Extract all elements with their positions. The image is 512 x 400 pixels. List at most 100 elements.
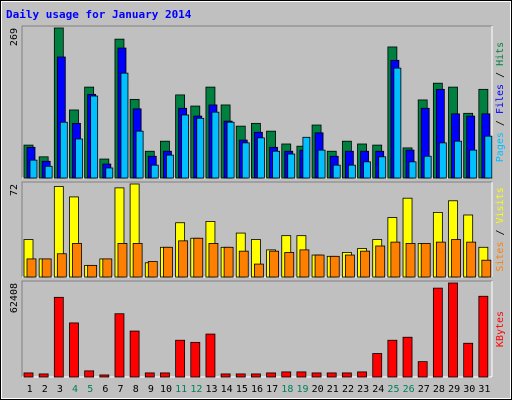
bar: [484, 135, 493, 179]
bar: [393, 67, 402, 179]
x-tick-label: 26: [403, 384, 415, 395]
bar: [223, 246, 234, 278]
bar: [432, 287, 443, 378]
x-tick-label: 21: [327, 384, 339, 395]
bar: [114, 313, 125, 378]
x-tick-label: 16: [251, 384, 263, 395]
bar: [90, 95, 99, 179]
x-tick-label: 4: [72, 384, 78, 395]
legend-entry: KBytes: [495, 311, 506, 347]
x-tick-label: 12: [190, 384, 202, 395]
x-tick-label: 8: [133, 384, 139, 395]
bar: [254, 263, 264, 278]
bar: [287, 153, 296, 179]
x-tick-label: 1: [27, 384, 33, 395]
legend-separator: /: [495, 114, 506, 132]
bar: [29, 159, 38, 179]
x-tick-label: 27: [418, 384, 430, 395]
legend-entry: Visits: [495, 187, 506, 223]
x-tick-label: 13: [205, 384, 217, 395]
x-tick-label: 17: [266, 384, 278, 395]
bar: [117, 243, 128, 278]
bar: [408, 161, 417, 179]
x-tick-label: 30: [463, 384, 475, 395]
bar: [438, 142, 447, 179]
legend-entry: Hits: [495, 42, 506, 66]
bar: [357, 371, 367, 378]
bar: [363, 161, 371, 179]
bar: [281, 371, 292, 378]
y-tick-label: 62408: [9, 283, 20, 313]
bar: [311, 372, 322, 378]
x-tick-label: 14: [221, 384, 233, 395]
x-tick-label: 7: [118, 384, 124, 395]
x-tick-label: 2: [42, 384, 48, 395]
bar: [372, 353, 383, 378]
bar: [344, 254, 355, 278]
x-tick-label: 22: [342, 384, 354, 395]
bar: [272, 150, 280, 179]
bar: [332, 164, 341, 179]
bar: [302, 136, 311, 179]
bar: [38, 373, 49, 378]
bar: [417, 361, 428, 378]
bar: [84, 370, 95, 378]
x-tick-label: 5: [87, 384, 93, 395]
bar: [454, 140, 462, 179]
x-tick-label: 15: [236, 384, 248, 395]
bar: [266, 372, 276, 378]
legend-entry: Sites: [495, 242, 506, 272]
bar: [196, 117, 205, 179]
bar: [360, 250, 370, 278]
x-tick-label: 31: [478, 384, 490, 395]
bar: [448, 282, 458, 378]
x-tick-label: 10: [160, 384, 172, 395]
x-tick-label: 29: [448, 384, 460, 395]
bar: [208, 243, 219, 278]
legend-entry: Files: [495, 84, 506, 114]
bar: [405, 243, 416, 278]
bar: [226, 121, 235, 179]
x-tick-label: 25: [387, 384, 399, 395]
bar: [314, 254, 325, 278]
legend: KBytes: [495, 311, 506, 347]
bar: [105, 167, 114, 179]
bar: [251, 373, 261, 378]
x-tick-label: 24: [372, 384, 384, 395]
x-tick-label: 19: [296, 384, 308, 395]
bar: [59, 121, 68, 179]
bar: [451, 239, 461, 278]
bar: [235, 373, 246, 378]
bar: [72, 243, 82, 278]
bar: [166, 154, 174, 179]
bar: [102, 258, 113, 278]
bar: [241, 142, 250, 179]
bar: [53, 296, 64, 378]
bar: [284, 252, 295, 278]
bar: [435, 241, 446, 278]
bar: [469, 149, 478, 179]
bar: [238, 250, 249, 278]
x-tick-label: 3: [57, 384, 63, 395]
x-tick-label: 11: [175, 384, 187, 395]
bar: [269, 250, 279, 278]
bar: [160, 372, 170, 378]
y-tick-label: 269: [9, 28, 20, 46]
bar: [129, 330, 140, 378]
legend: Sites / Visits: [495, 187, 506, 271]
bar: [120, 72, 129, 179]
x-tick-label: 20: [312, 384, 324, 395]
bar: [205, 333, 216, 378]
x-tick-label: 9: [148, 384, 154, 395]
chart-title: Daily usage for January 2014: [6, 8, 192, 21]
bar: [387, 339, 398, 378]
legend-separator: /: [495, 223, 506, 241]
bar: [75, 138, 83, 179]
bar: [178, 240, 189, 278]
bar: [326, 372, 337, 378]
bar: [44, 165, 53, 179]
bar: [135, 130, 144, 179]
bar: [175, 339, 186, 378]
